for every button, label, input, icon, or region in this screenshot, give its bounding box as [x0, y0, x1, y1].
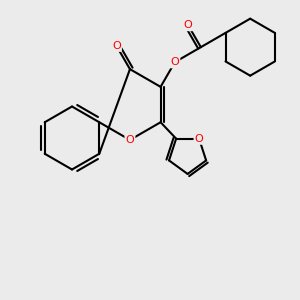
Text: O: O — [184, 20, 193, 30]
Text: O: O — [170, 57, 179, 67]
Text: O: O — [195, 134, 203, 144]
Text: O: O — [126, 135, 134, 145]
Text: O: O — [112, 41, 121, 51]
